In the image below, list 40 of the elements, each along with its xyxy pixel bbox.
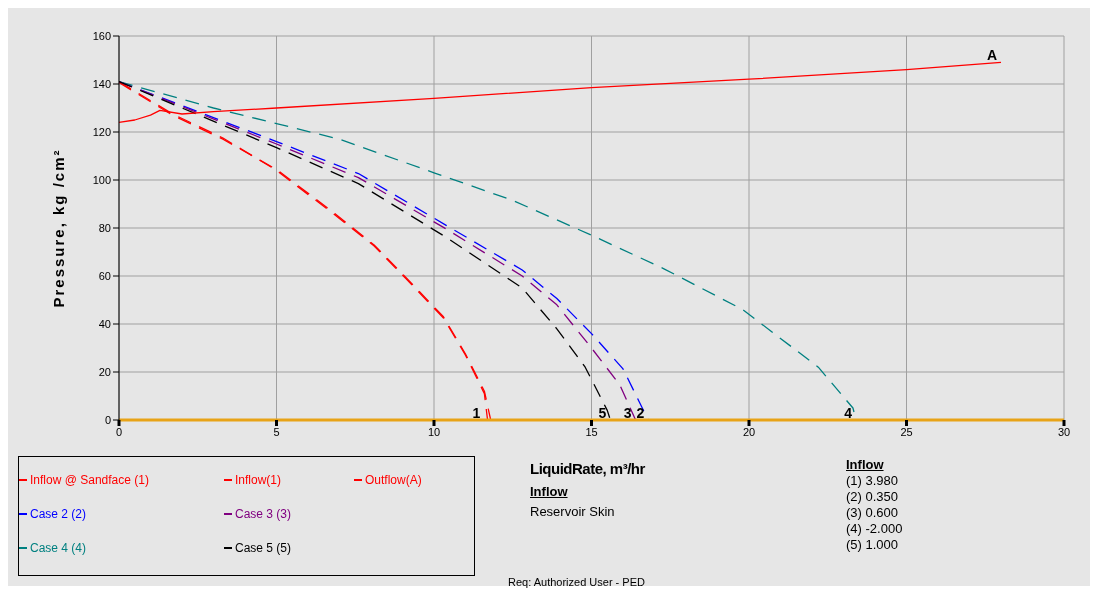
x-axis-title: LiquidRate, m³/hr [530,460,645,477]
text: (5) 1.000 [846,537,899,552]
text: (4) -2.000 [846,521,903,536]
y-tick-label: 120 [92,125,111,138]
y-tick-label: 60 [98,269,111,282]
legend-label: Case 4 (4) [29,540,88,557]
x-tick-label: 10 [427,425,441,438]
legend-label: Case 3 (3) [234,506,293,523]
annotation: 1 [472,405,481,421]
y-tick-label: 80 [98,221,111,234]
y-tick-label: 40 [98,317,111,330]
annotation: 5 [598,405,607,421]
y-tick-label: 140 [92,77,111,90]
y-axis-title: Pressure, kg /cm² [50,148,68,308]
y-tick-label: 160 [92,29,111,42]
annotation: A [986,47,997,64]
annotation: 2 [636,405,645,421]
x-tick-label: 25 [900,425,913,438]
legend-label: Outflow(A) [364,472,423,489]
x-tick-label: 0 [115,425,123,438]
y-tick-label: 100 [92,173,111,186]
y-tick-label: 0 [104,413,111,426]
legend-label: Case 5 (5) [234,540,293,557]
x-tick-label: 30 [1057,425,1071,438]
annotation: 3 [623,405,632,421]
x-tick-label: 15 [585,425,598,438]
text: Inflow [846,457,884,472]
text: Reservoir Skin [530,504,615,519]
text: (3) 0.600 [846,505,899,520]
y-tick-label: 20 [98,365,111,378]
annotation: 4 [844,405,853,421]
text: (1) 3.980 [846,473,899,488]
text: (2) 0.350 [846,489,899,504]
text: Req: Authorized User - PED [508,576,645,588]
legend-label: Inflow(1) [234,472,282,489]
text: Inflow [530,484,568,499]
x-tick-label: 5 [273,425,280,438]
legend-label: Case 2 (2) [29,506,88,523]
legend-label: Inflow @ Sandface (1) [29,472,150,489]
x-tick-label: 20 [742,425,756,438]
